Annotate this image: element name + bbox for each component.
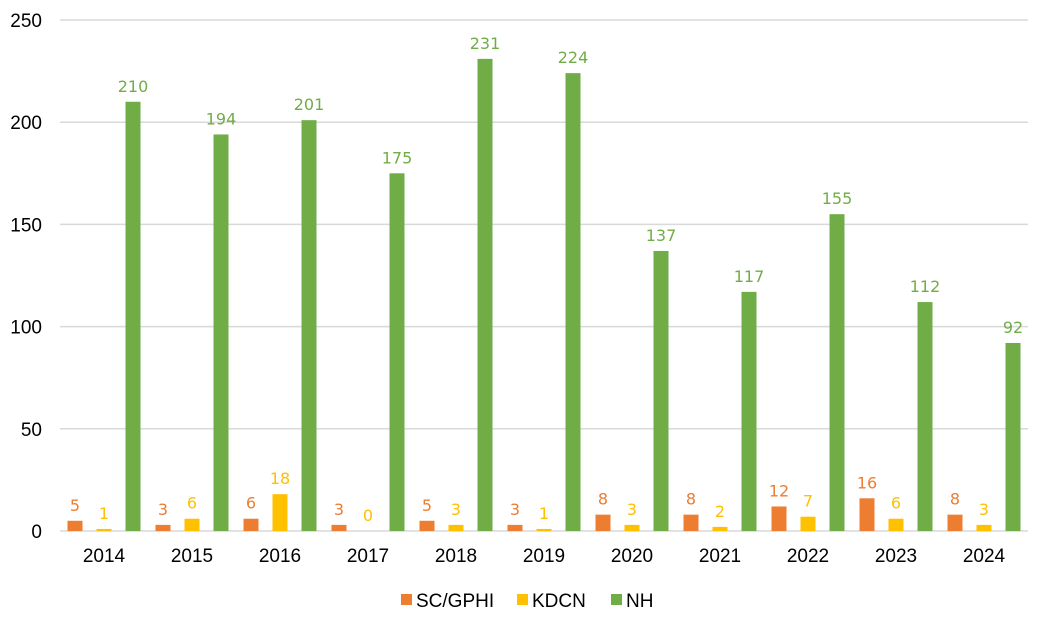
data-label-nh-2021: 117 <box>734 267 765 286</box>
data-label-kdcn-2022: 7 <box>803 492 813 511</box>
bar-nh-2021 <box>741 291 757 531</box>
bar-kdcn-2024 <box>976 524 992 531</box>
bar-nh-2014 <box>125 101 141 531</box>
bar-sc-gphi-2024 <box>947 514 963 531</box>
data-label-nh-2016: 201 <box>294 95 325 114</box>
data-label-sc-gphi-2022: 12 <box>769 481 789 500</box>
data-label-sc-gphi-2014: 5 <box>70 496 80 515</box>
y-tick-label: 150 <box>10 215 42 236</box>
y-tick-label: 250 <box>10 11 42 32</box>
data-label-nh-2017: 175 <box>382 148 413 167</box>
bar-sc-gphi-2023 <box>859 498 875 531</box>
data-label-kdcn-2017: 0 <box>363 506 373 525</box>
x-axis-ticks: 2014 2015 2016 2017 2018 2019 2020 2021 2022 2023… <box>83 546 1006 567</box>
data-label-nh-2022: 155 <box>822 189 853 208</box>
data-label-nh-2020: 137 <box>646 226 677 245</box>
y-tick-label: 50 <box>21 420 42 441</box>
bar-kdcn-2020 <box>624 524 640 531</box>
bars <box>67 58 1021 532</box>
x-tick-label: 2021 <box>699 546 741 567</box>
x-tick-label: 2016 <box>259 546 301 567</box>
bar-kdcn-2021 <box>712 526 728 531</box>
bar-nh-2024 <box>1005 342 1021 531</box>
x-tick-label: 2015 <box>171 546 213 567</box>
x-tick-label: 2023 <box>875 546 917 567</box>
data-label-nh-2023: 112 <box>910 277 941 296</box>
x-tick-label: 2017 <box>347 546 389 567</box>
legend-item-kdcn: KDCN <box>517 591 586 612</box>
bar-kdcn-2022 <box>800 516 816 531</box>
data-label-kdcn-2015: 6 <box>187 494 197 513</box>
bar-nh-2019 <box>565 73 581 532</box>
data-label-sc-gphi-2023: 16 <box>857 473 877 492</box>
x-tick-label: 2014 <box>83 546 126 567</box>
data-label-sc-gphi-2024: 8 <box>950 490 960 509</box>
bar-nh-2017 <box>389 173 405 532</box>
bar-kdcn-2023 <box>888 518 904 531</box>
bar-nh-2023 <box>917 302 933 531</box>
y-tick-label: 0 <box>31 522 42 543</box>
data-label-sc-gphi-2016: 6 <box>246 494 256 513</box>
bar-nh-2022 <box>829 214 845 531</box>
bar-nh-2020 <box>653 250 669 532</box>
data-label-kdcn-2014: 1 <box>99 504 109 523</box>
x-tick-label: 2019 <box>523 546 565 567</box>
legend-item-sc-gphi: SC/GPHI <box>401 591 494 612</box>
legend-label: KDCN <box>532 591 586 612</box>
data-label-sc-gphi-2020: 8 <box>598 490 608 509</box>
data-label-nh-2019: 224 <box>558 48 589 67</box>
gridlines <box>60 19 1028 532</box>
bar-kdcn-2018 <box>448 524 464 531</box>
bar-sc-gphi-2019 <box>507 524 523 531</box>
legend-label: NH <box>626 591 653 612</box>
data-label-nh-2018: 231 <box>470 34 501 53</box>
data-label-sc-gphi-2021: 8 <box>686 490 696 509</box>
data-label-nh-2015: 194 <box>206 109 237 128</box>
bar-kdcn-2014 <box>96 528 112 531</box>
bar-kdcn-2015 <box>184 518 200 531</box>
data-label-sc-gphi-2019: 3 <box>510 500 520 519</box>
bar-kdcn-2019 <box>536 528 552 531</box>
data-label-kdcn-2023: 6 <box>891 494 901 513</box>
bar-sc-gphi-2017 <box>331 524 347 531</box>
legend-swatch <box>517 594 528 605</box>
bar-sc-gphi-2016 <box>243 518 259 531</box>
legend-swatch <box>401 594 412 605</box>
bar-sc-gphi-2018 <box>419 520 435 531</box>
data-label-kdcn-2018: 3 <box>451 500 461 519</box>
bar-sc-gphi-2014 <box>67 520 83 531</box>
y-tick-label: 100 <box>10 318 42 339</box>
data-label-kdcn-2016: 18 <box>270 469 290 488</box>
data-label-nh-2024: 92 <box>1003 318 1023 337</box>
data-label-nh-2014: 210 <box>118 77 149 96</box>
bar-sc-gphi-2015 <box>155 524 171 531</box>
bar-sc-gphi-2020 <box>595 514 611 531</box>
x-tick-label: 2018 <box>435 546 477 567</box>
legend-swatch <box>611 594 622 605</box>
data-label-kdcn-2020: 3 <box>627 500 637 519</box>
data-label-sc-gphi-2015: 3 <box>158 500 168 519</box>
data-label-kdcn-2019: 1 <box>539 504 549 523</box>
bar-nh-2016 <box>301 120 317 531</box>
y-tick-label: 200 <box>10 113 42 134</box>
x-tick-label: 2020 <box>611 546 653 567</box>
legend: SC/GPHI KDCN NH <box>401 591 653 612</box>
bar-nh-2015 <box>213 134 229 532</box>
data-label-kdcn-2021: 2 <box>715 502 725 521</box>
legend-item-nh: NH <box>611 591 653 612</box>
bar-sc-gphi-2022 <box>771 506 787 531</box>
x-tick-label: 2024 <box>963 546 1006 567</box>
bar-kdcn-2016 <box>272 494 288 531</box>
data-label-sc-gphi-2018: 5 <box>422 496 432 515</box>
y-axis-ticks: 0 50 100 150 200 250 <box>10 11 42 543</box>
bar-sc-gphi-2021 <box>683 514 699 531</box>
bar-nh-2018 <box>477 58 493 531</box>
legend-label: SC/GPHI <box>416 591 494 612</box>
x-tick-label: 2022 <box>787 546 829 567</box>
data-label-sc-gphi-2017: 3 <box>334 500 344 519</box>
data-label-kdcn-2024: 3 <box>979 500 989 519</box>
